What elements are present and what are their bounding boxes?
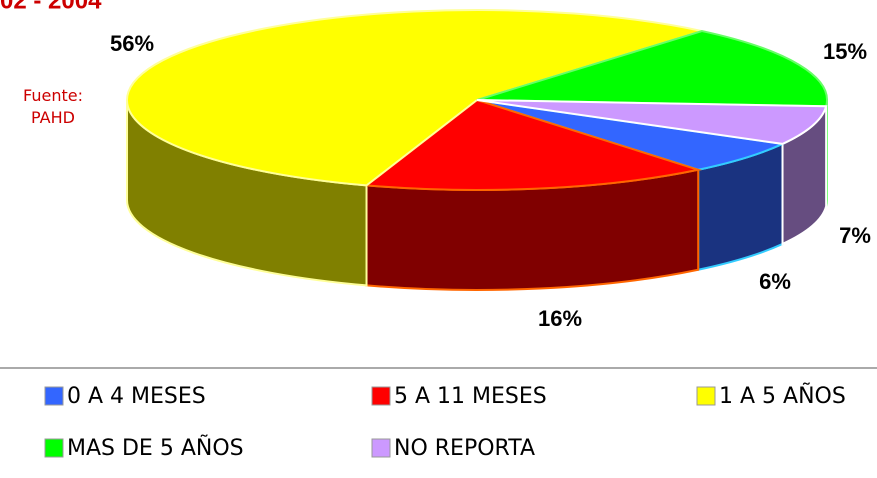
data-label: 56% [110, 31, 154, 56]
data-label: 16% [538, 306, 582, 331]
annotation-box: Fuente: PAHD [23, 86, 83, 127]
data-label: 6% [759, 269, 791, 294]
chart-title: 02 - 2004 [0, 0, 102, 14]
slice [126, 9, 706, 187]
legend-label: MAS DE 5 AÑOS [67, 434, 244, 461]
legend-swatch [44, 438, 64, 458]
legend-label: 5 A 11 MESES [394, 384, 547, 409]
legend-label: 0 A 4 MESES [67, 384, 206, 409]
pie [126, 9, 828, 291]
legend-swatch [44, 386, 64, 406]
data-label: 15% [823, 39, 867, 64]
annotation: Fuente: PAHD [23, 86, 83, 127]
legend-swatch [696, 386, 716, 406]
slice [476, 30, 828, 108]
slice [476, 99, 828, 145]
legend-swatch [371, 386, 391, 406]
legend-swatch [371, 438, 391, 458]
legend-label: 1 A 5 AÑOS [719, 382, 846, 409]
legend-label: NO REPORTA [394, 436, 535, 461]
data-label: 7% [839, 223, 871, 248]
